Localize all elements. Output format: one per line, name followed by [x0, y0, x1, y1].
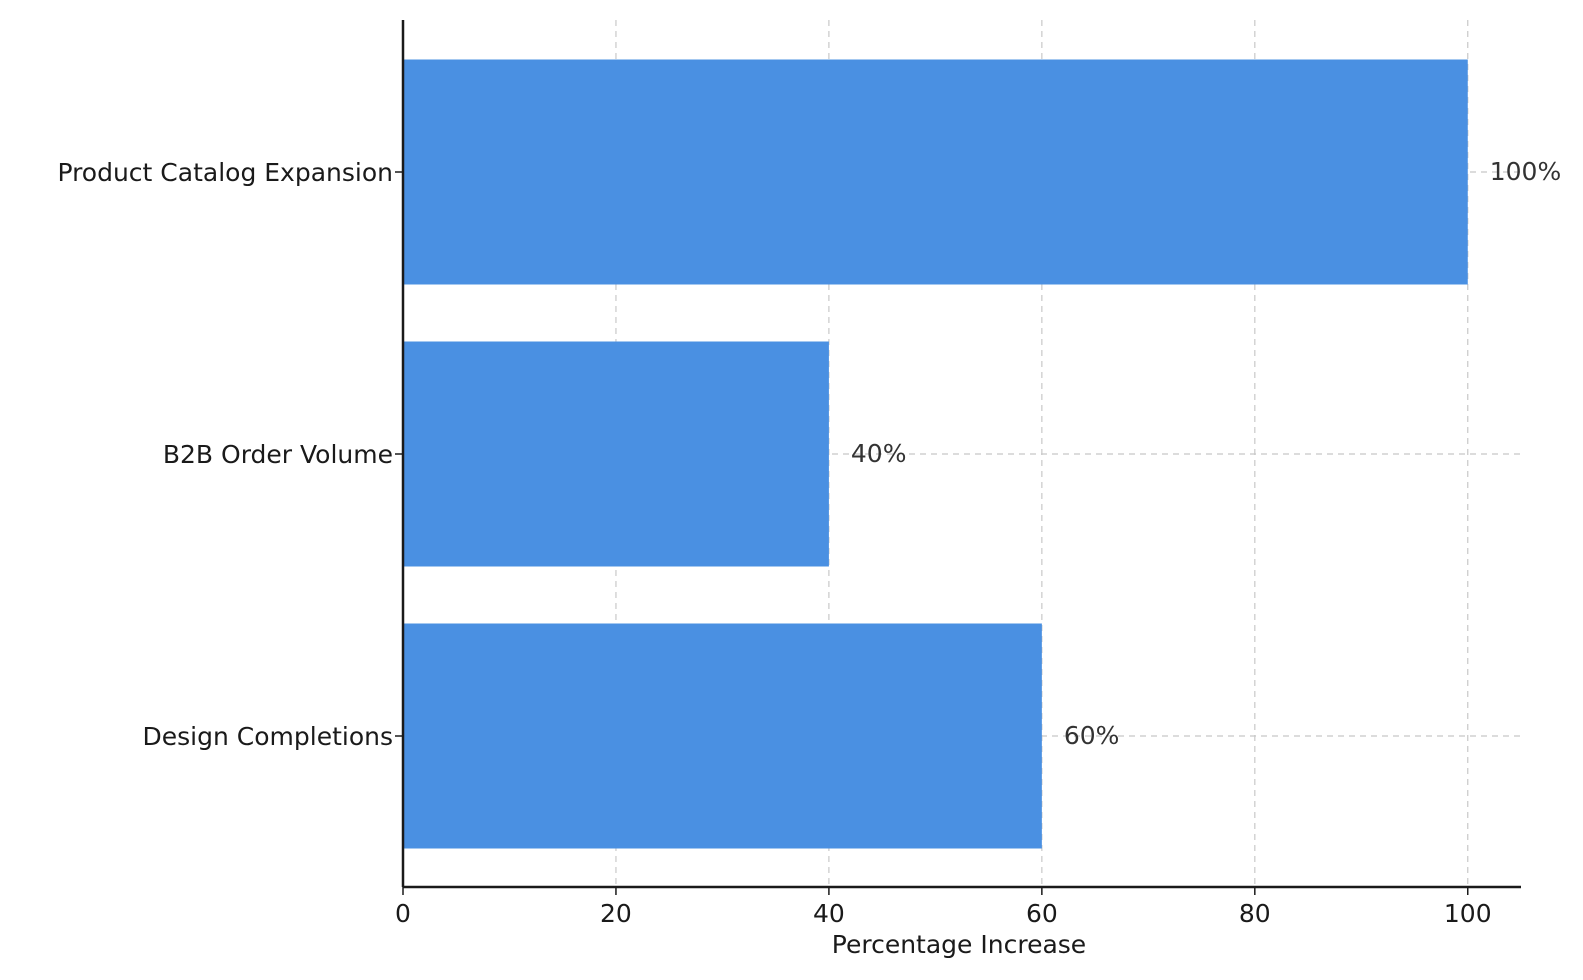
x-tick-label: 0 [395, 899, 411, 928]
x-tick-label: 100 [1444, 899, 1492, 928]
y-tick-label: Product Catalog Expansion [57, 158, 393, 187]
bar-layer [403, 59, 1468, 849]
bar [403, 623, 1042, 849]
data-label: 60% [1064, 721, 1120, 750]
bar [403, 59, 1468, 285]
y-tick-label: B2B Order Volume [163, 440, 393, 469]
bar [403, 341, 829, 567]
x-tick-label: 20 [600, 899, 632, 928]
x-tick-label: 40 [813, 899, 845, 928]
label-layer: Product Catalog Expansion 100% B2B Order V… [57, 157, 1561, 928]
x-axis-title: Percentage Increase [832, 930, 1086, 959]
x-tick-label: 60 [1026, 899, 1058, 928]
axis-layer [395, 20, 1521, 895]
data-label: 40% [851, 439, 907, 468]
y-tick-label: Design Completions [143, 722, 393, 751]
data-label: 100% [1490, 157, 1561, 186]
x-tick-label: 80 [1239, 899, 1271, 928]
